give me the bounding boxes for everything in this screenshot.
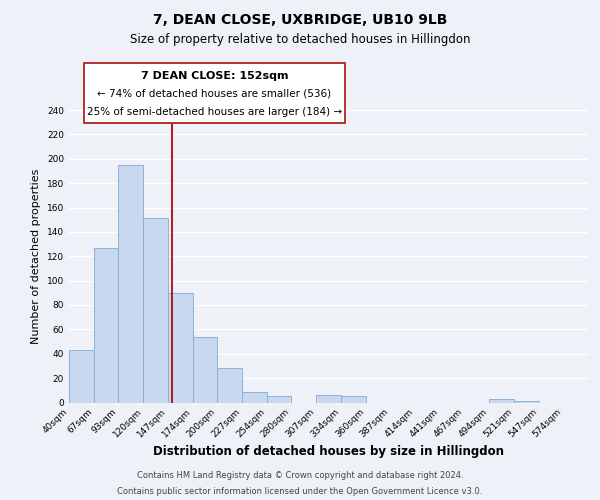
Bar — [143, 218, 168, 402]
Text: Contains public sector information licensed under the Open Government Licence v3: Contains public sector information licen… — [118, 486, 482, 496]
Text: 25% of semi-detached houses are larger (184) →: 25% of semi-detached houses are larger (… — [87, 106, 342, 117]
Bar — [69, 350, 94, 403]
Bar — [118, 165, 143, 402]
X-axis label: Distribution of detached houses by size in Hillingdon: Distribution of detached houses by size … — [153, 445, 504, 458]
Bar — [94, 248, 118, 402]
Bar — [242, 392, 267, 402]
Bar — [316, 395, 341, 402]
Bar — [489, 399, 514, 402]
Bar — [193, 336, 217, 402]
Bar — [267, 396, 292, 402]
Y-axis label: Number of detached properties: Number of detached properties — [31, 168, 41, 344]
Bar — [168, 293, 193, 403]
Text: ← 74% of detached houses are smaller (536): ← 74% of detached houses are smaller (53… — [97, 88, 332, 99]
Text: Size of property relative to detached houses in Hillingdon: Size of property relative to detached ho… — [130, 32, 470, 46]
Bar — [341, 396, 365, 402]
Text: 7, DEAN CLOSE, UXBRIDGE, UB10 9LB: 7, DEAN CLOSE, UXBRIDGE, UB10 9LB — [153, 12, 447, 26]
Text: 7 DEAN CLOSE: 152sqm: 7 DEAN CLOSE: 152sqm — [141, 70, 288, 81]
Bar — [217, 368, 242, 402]
Text: Contains HM Land Registry data © Crown copyright and database right 2024.: Contains HM Land Registry data © Crown c… — [137, 472, 463, 480]
